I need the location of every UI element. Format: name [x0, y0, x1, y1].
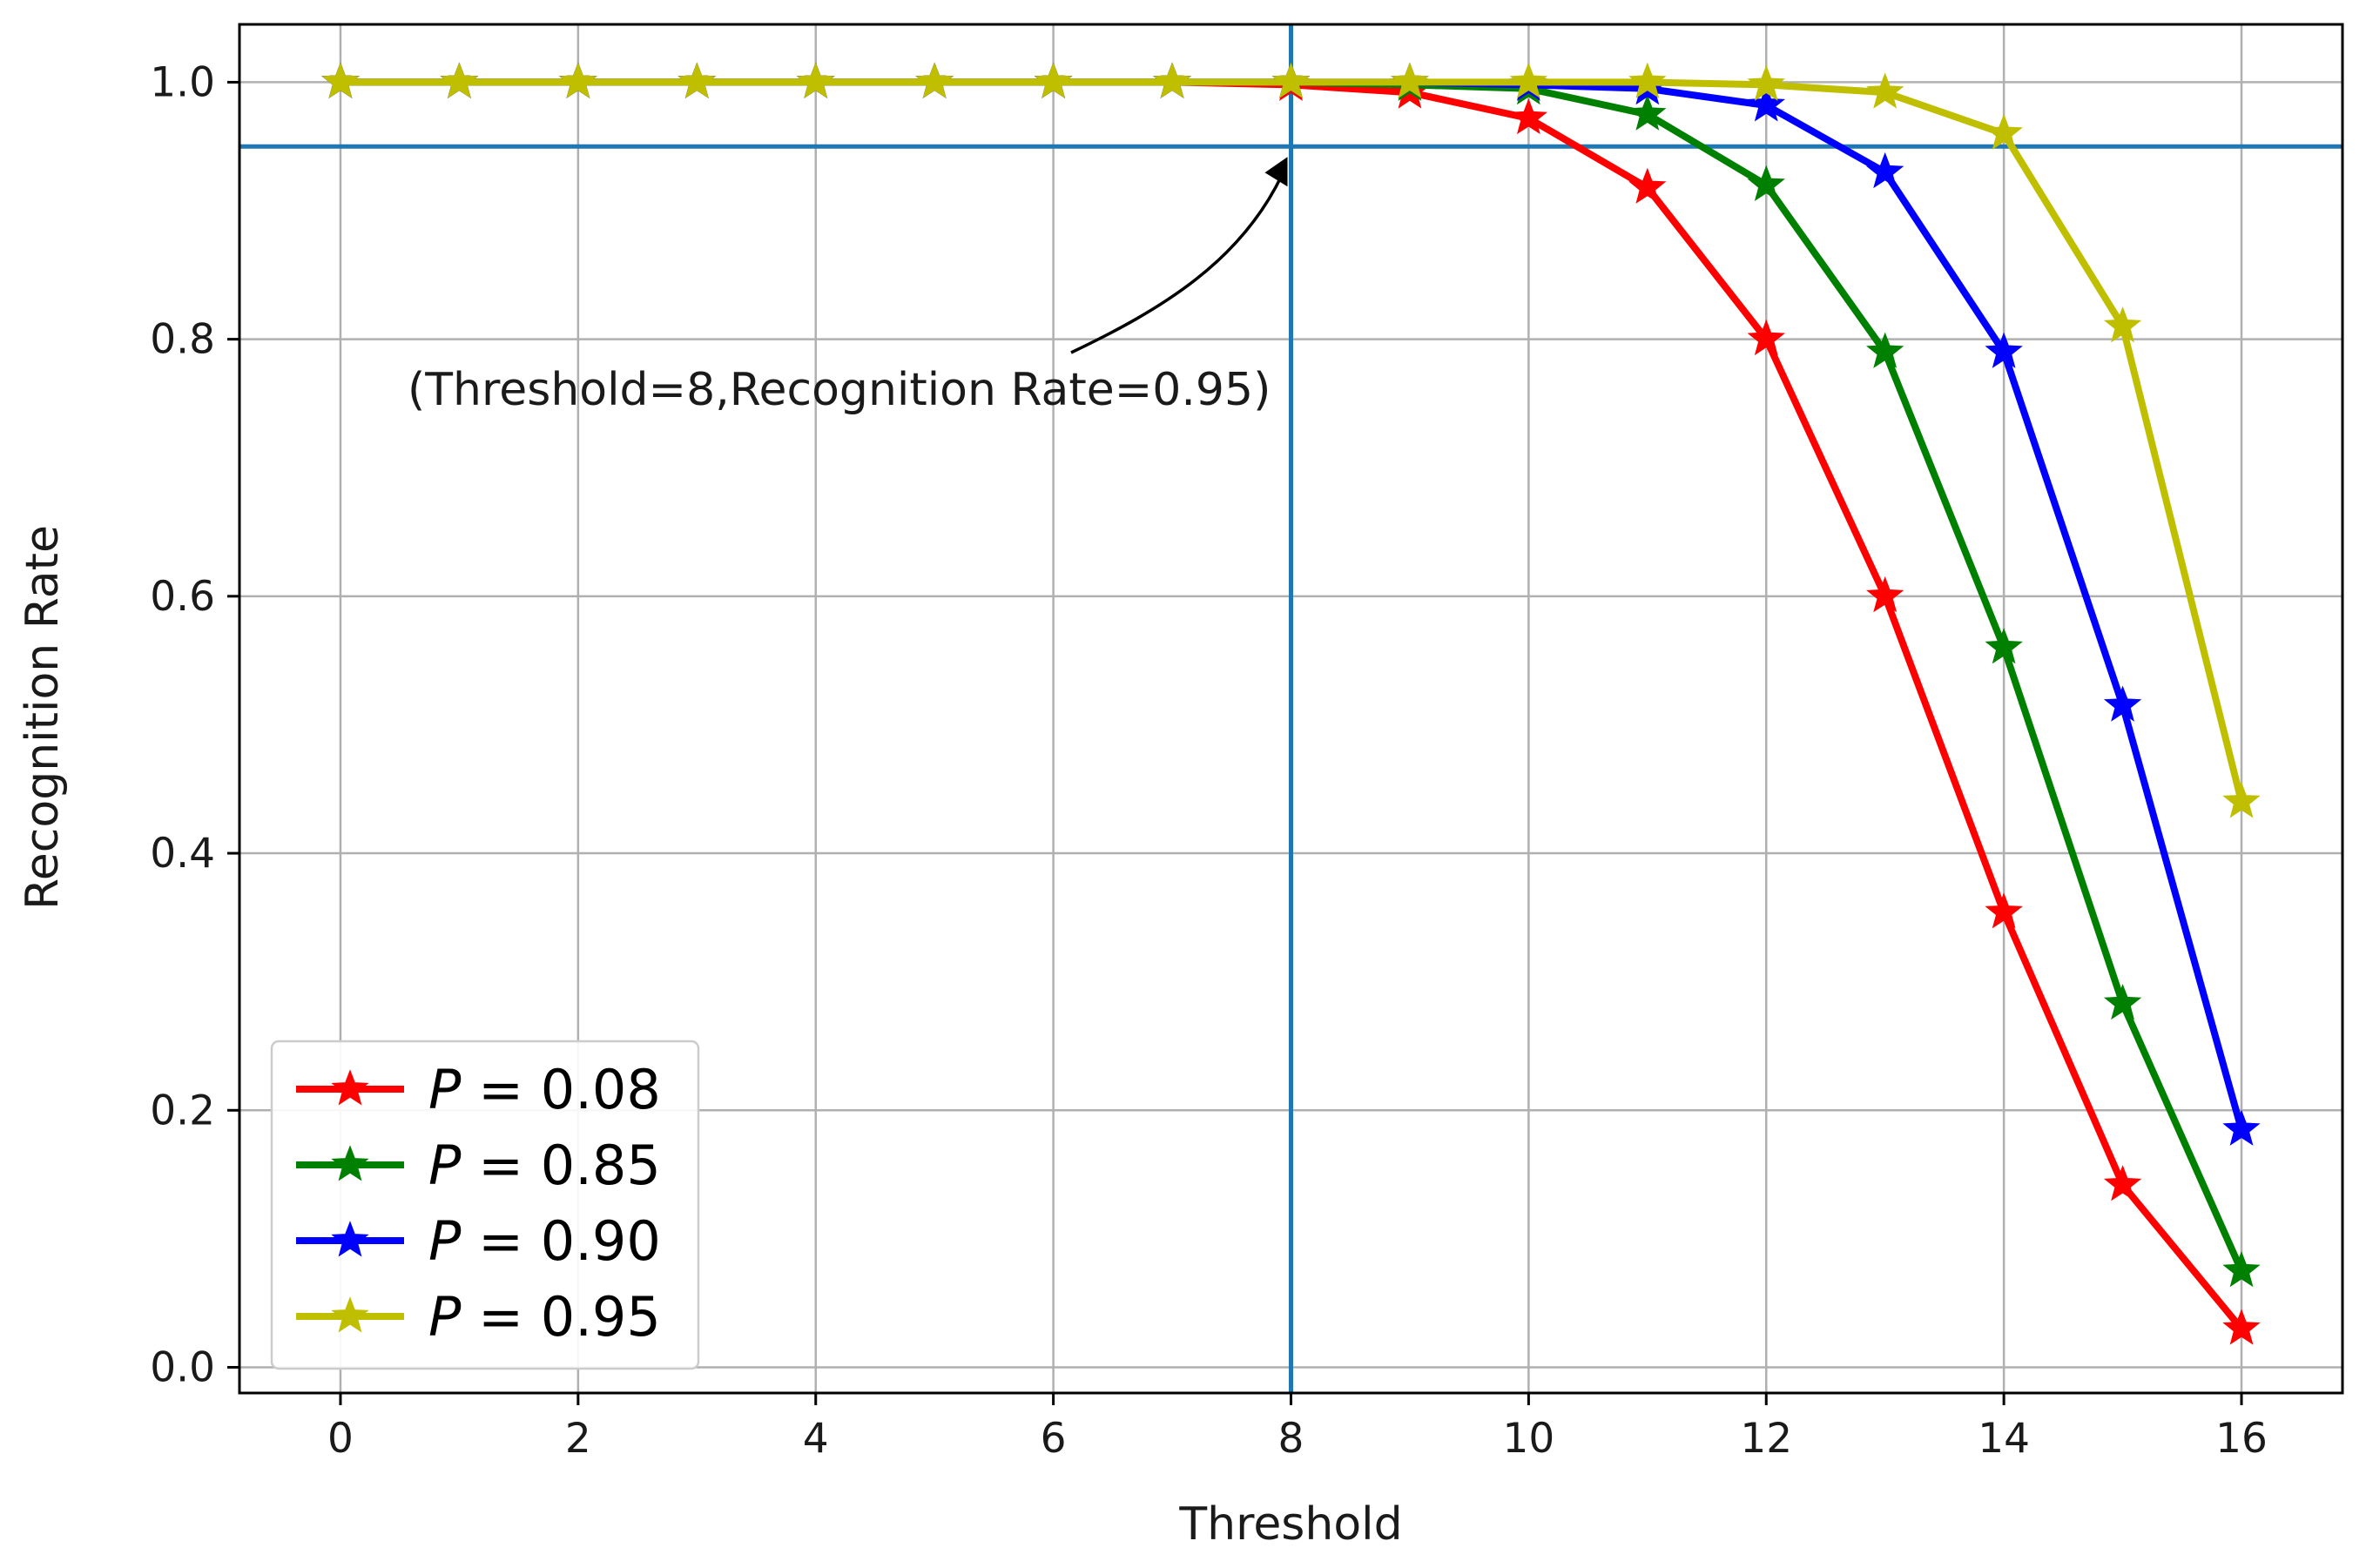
- data-point: [1866, 332, 1904, 368]
- data-point: [2103, 983, 2142, 1020]
- data-point: [1509, 98, 1548, 135]
- x-tick-label: 2: [565, 1415, 591, 1463]
- x-tick-label: 12: [1740, 1415, 1792, 1463]
- legend-label-symbol: P: [428, 1209, 462, 1273]
- data-point: [1747, 85, 1785, 122]
- y-tick-label: 0.8: [150, 316, 215, 364]
- x-tick-label: 6: [1041, 1415, 1067, 1463]
- data-point: [1866, 575, 1904, 613]
- x-tick-label: 16: [2215, 1415, 2268, 1463]
- data-point: [1391, 62, 1429, 98]
- data-point: [2222, 1309, 2261, 1345]
- y-tick-label: 0.0: [150, 1343, 215, 1391]
- data-point: [1628, 94, 1667, 131]
- legend-swatch-marker: [331, 1221, 369, 1257]
- data-point: [1034, 62, 1073, 98]
- data-point: [1747, 165, 1785, 201]
- legend-entry: P = 0.90: [296, 1209, 661, 1273]
- data-point: [1509, 62, 1548, 98]
- legend-entry: P = 0.85: [296, 1134, 661, 1197]
- legend-swatch-marker: [331, 1069, 369, 1106]
- data-point: [1866, 72, 1904, 109]
- legend-label-value: = 0.90: [461, 1209, 660, 1273]
- data-point: [1153, 62, 1191, 98]
- data-point: [440, 62, 479, 98]
- legend-label: P = 0.90: [428, 1209, 661, 1273]
- data-point: [1271, 62, 1311, 98]
- legend-entry: P = 0.08: [296, 1058, 661, 1121]
- legend-swatch-marker: [331, 1145, 369, 1181]
- legend: P = 0.08P = 0.85P = 0.90P = 0.95: [270, 1040, 700, 1370]
- data-point: [915, 62, 954, 98]
- data-point: [2103, 1165, 2142, 1201]
- legend-label: P = 0.08: [428, 1058, 661, 1121]
- data-point: [1628, 62, 1667, 98]
- x-axis-ticks: 0 2 4 6 8 10 12 14 16: [327, 1393, 2268, 1463]
- legend-box: [270, 1040, 700, 1370]
- data-point: [1985, 113, 2023, 150]
- y-tick-label: 0.4: [150, 830, 215, 878]
- data-point: [2222, 782, 2261, 818]
- data-point: [2222, 1109, 2261, 1146]
- data-point: [2222, 1250, 2261, 1288]
- legend-label: P = 0.95: [428, 1285, 661, 1349]
- x-tick-label: 0: [327, 1415, 354, 1463]
- x-tick-label: 10: [1502, 1415, 1554, 1463]
- annotation: (Threshold=8,Recognition Rate=0.95): [408, 157, 1288, 416]
- legend-entry: P = 0.95: [296, 1285, 661, 1349]
- x-tick-label: 8: [1278, 1415, 1304, 1463]
- legend-label-symbol: P: [428, 1285, 462, 1349]
- annotation-arrow: [1070, 173, 1284, 354]
- x-axis-label: Threshold: [1178, 1498, 1402, 1551]
- y-axis-label: Recognition Rate: [17, 525, 69, 910]
- legend-label: P = 0.85: [428, 1134, 661, 1197]
- x-tick-label: 4: [803, 1415, 829, 1463]
- legend-label-value: = 0.95: [461, 1285, 660, 1349]
- data-point: [321, 62, 360, 98]
- series-4: [321, 62, 2261, 818]
- series-lines: [321, 62, 2261, 1345]
- y-axis-ticks: 0.0 0.2 0.4 0.6 0.8 1.0: [150, 58, 239, 1391]
- data-point: [559, 62, 597, 98]
- reference-lines: [239, 24, 2342, 1393]
- x-tick-label: 14: [1978, 1415, 2030, 1463]
- legend-label-symbol: P: [428, 1058, 462, 1121]
- data-point: [1628, 167, 1667, 204]
- data-point: [1985, 628, 2023, 664]
- legend-label-value: = 0.85: [461, 1134, 660, 1197]
- legend-label-value: = 0.08: [461, 1058, 660, 1121]
- y-tick-label: 1.0: [150, 58, 215, 106]
- data-point: [1866, 151, 1904, 189]
- data-point: [1747, 319, 1785, 356]
- y-tick-label: 0.6: [150, 573, 215, 621]
- data-point: [1747, 64, 1785, 101]
- legend-swatch-marker: [331, 1296, 369, 1333]
- data-point: [1985, 332, 2023, 368]
- legend-label-symbol: P: [428, 1134, 462, 1197]
- y-tick-label: 0.2: [150, 1087, 215, 1134]
- data-point: [797, 62, 835, 98]
- data-point: [677, 62, 716, 98]
- data-point: [1985, 892, 2023, 929]
- annotation-text: (Threshold=8,Recognition Rate=0.95): [408, 364, 1271, 416]
- data-point: [2103, 306, 2142, 343]
- data-point: [2103, 685, 2142, 722]
- annotation-arrowhead: [1264, 157, 1288, 187]
